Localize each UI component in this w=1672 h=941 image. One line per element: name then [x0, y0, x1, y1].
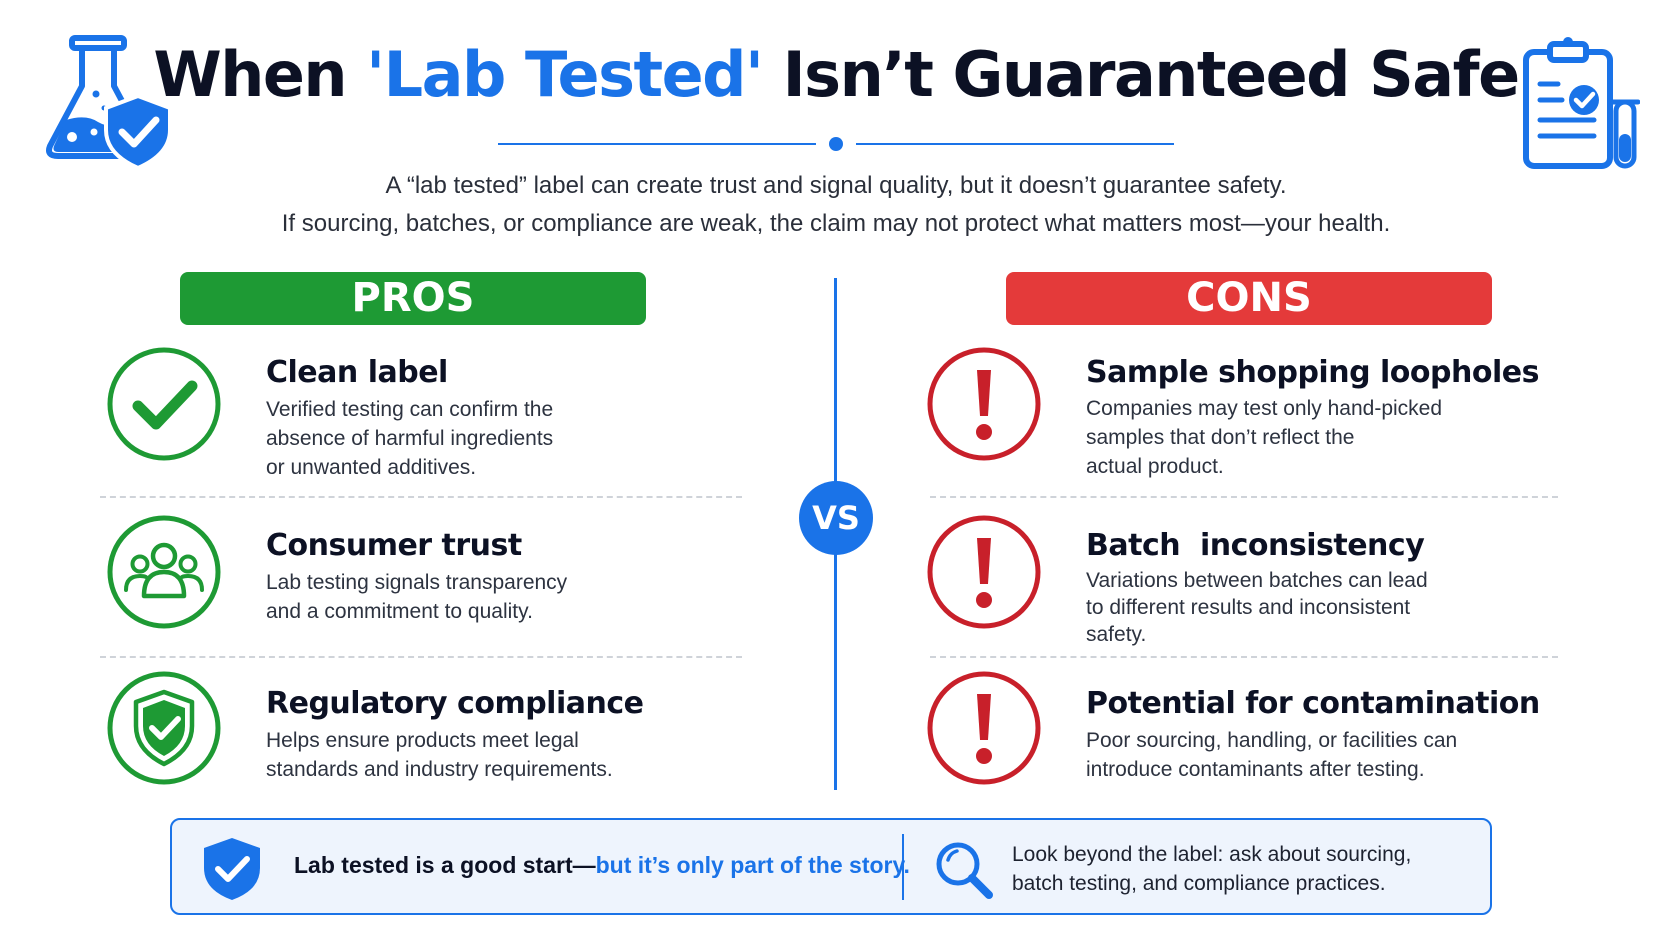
lab-flask-shield-icon: [46, 35, 172, 171]
title-post: Isn’t Guaranteed Safe: [762, 38, 1521, 111]
cons-item-desc-2: Variations between batches can lead to d…: [1086, 569, 1428, 646]
cons-item-desc-1: Companies may test only hand-picked samp…: [1086, 397, 1443, 478]
pros-item-desc-1: Verified testing can confirm the absence…: [266, 398, 554, 479]
footer-left-blue: but it’s only part of the story.: [595, 852, 910, 878]
shield-check-icon: [204, 838, 260, 900]
pros-divider-1: [100, 496, 742, 498]
checkmark-icon: [107, 347, 221, 461]
shield-check-icon: [107, 671, 221, 785]
footer-callout: Lab tested is a good start—but it’s only…: [170, 818, 1492, 915]
page-title: When 'Lab Tested' Isn’t Guaranteed Safe: [0, 38, 1672, 111]
cons-item-title-2: Batch inconsistency: [1086, 528, 1425, 563]
title-rule-left: [498, 143, 816, 145]
clipboard-test-tube-icon: [1523, 37, 1640, 169]
subtitle-line-2: If sourcing, batches, or compliance are …: [281, 210, 1391, 237]
subtitle-line-1: A “lab tested” label can create trust an…: [385, 172, 1287, 199]
footer-left-text: Lab tested is a good start—but it’s only…: [294, 852, 910, 879]
pros-heading: PROS: [180, 272, 646, 325]
pros-item-desc-3: Helps ensure products meet legal standar…: [266, 729, 613, 781]
people-icon: [107, 515, 221, 629]
title-pre: When: [153, 38, 367, 111]
cons-item-title-1: Sample shopping loopholes: [1086, 355, 1539, 390]
exclamation-icon: [927, 515, 1041, 629]
exclamation-icon: [927, 347, 1041, 461]
footer-right-text: Look beyond the label: ask about sourcin…: [1012, 843, 1412, 895]
exclamation-icon: [927, 671, 1041, 785]
cons-item-title-3: Potential for contamination: [1086, 686, 1540, 721]
pros-divider-2: [100, 656, 742, 658]
title-rule-right: [856, 143, 1174, 145]
magnifier-icon: [936, 842, 993, 899]
footer-left-bold: Lab tested is a good start—: [294, 852, 596, 878]
title-highlight: 'Lab Tested': [366, 38, 764, 111]
cons-item-desc-3: Poor sourcing, handling, or facilities c…: [1086, 729, 1458, 781]
cons-heading: CONS: [1006, 272, 1492, 325]
footer-separator: [902, 834, 904, 900]
vs-badge: VS: [799, 481, 873, 555]
pros-item-title-2: Consumer trust: [266, 528, 522, 563]
cons-divider-2: [930, 656, 1558, 658]
pros-item-title-1: Clean label: [266, 355, 448, 390]
title-rule-dot: [829, 137, 843, 151]
pros-item-desc-2: Lab testing signals transparency and a c…: [266, 571, 568, 623]
pros-item-title-3: Regulatory compliance: [266, 686, 644, 721]
cons-divider-1: [930, 496, 1558, 498]
